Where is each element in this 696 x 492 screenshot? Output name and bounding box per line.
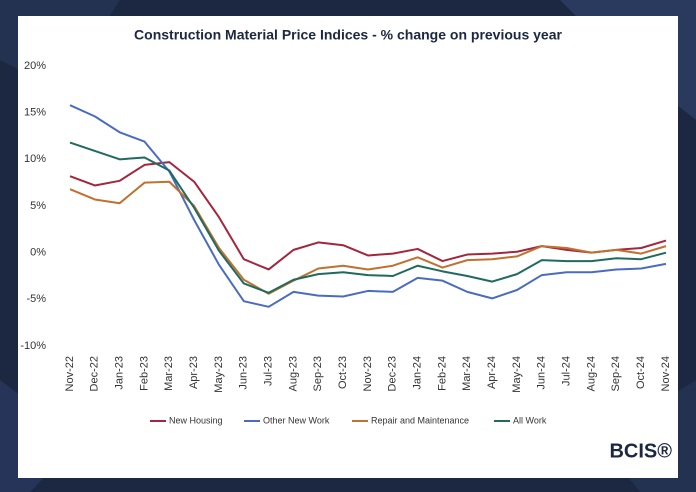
x-tick-label: Jan-24 (412, 356, 424, 390)
series-line (69, 161, 667, 271)
x-tick-label: Feb-24 (436, 356, 448, 391)
series-line (69, 180, 667, 295)
chart-title: Construction Material Price Indices - % … (134, 27, 562, 43)
legend-label: Other New Work (263, 415, 330, 425)
x-tick-label: Oct-23 (337, 356, 349, 389)
x-tick-label: Jul-24 (561, 356, 573, 386)
x-tick-label: Sep-23 (312, 356, 324, 391)
x-tick-label: Apr-23 (188, 356, 200, 389)
x-tick-label: Aug-24 (585, 356, 597, 391)
legend-label: New Housing (169, 415, 223, 425)
x-tick-label: Jun-24 (536, 356, 548, 390)
x-tick-label: Mar-24 (461, 356, 473, 391)
x-tick-label: Dec-22 (89, 356, 101, 391)
y-tick-label: -10% (20, 340, 46, 352)
x-tick-label: Nov-24 (660, 356, 672, 391)
x-tick-label: Jan-23 (114, 356, 126, 390)
x-tick-label: Jul-23 (263, 356, 275, 386)
x-tick-label: May-24 (511, 356, 523, 393)
series-line (69, 141, 667, 294)
x-tick-label: Apr-24 (486, 356, 498, 389)
x-tick-label: Jun-23 (238, 356, 250, 390)
legend-label: Repair and Maintenance (371, 415, 469, 425)
x-tick-label: May-23 (213, 356, 225, 393)
x-tick-label: Oct-24 (635, 356, 647, 389)
x-tick-label: Mar-23 (163, 356, 175, 391)
x-tick-label: Nov-23 (362, 356, 374, 391)
y-tick-label: 5% (30, 200, 46, 212)
y-tick-label: 15% (24, 107, 46, 119)
x-tick-label: Sep-24 (610, 356, 622, 391)
y-tick-label: 0% (30, 247, 46, 259)
y-tick-label: 20% (24, 60, 46, 72)
y-tick-label: -5% (26, 293, 46, 305)
legend-label: All Work (513, 415, 547, 425)
x-tick-label: Nov-22 (64, 356, 76, 391)
x-tick-label: Feb-23 (138, 356, 150, 391)
x-tick-label: Aug-23 (287, 356, 299, 391)
y-tick-label: 10% (24, 153, 46, 165)
x-tick-label: Dec-23 (387, 356, 399, 391)
logo: BCIS® (609, 440, 672, 462)
